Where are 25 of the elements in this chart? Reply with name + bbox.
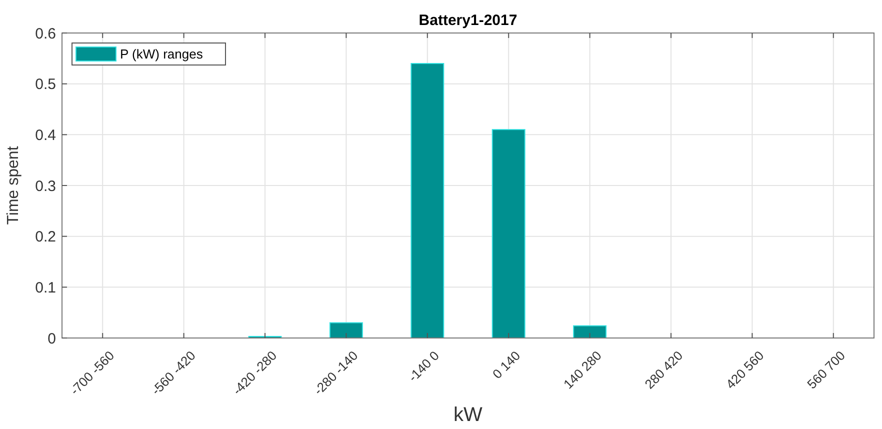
- bar: [329, 322, 363, 338]
- y-tick-label: 0.3: [35, 178, 56, 195]
- y-tick-label: 0: [48, 330, 56, 348]
- y-tick-label: 0.2: [35, 228, 56, 246]
- x-tick-label: -280 -140: [310, 348, 361, 398]
- bar: [573, 325, 607, 338]
- y-tick-label: 0.5: [35, 76, 56, 94]
- chart-title: Battery1-2017: [418, 12, 518, 29]
- x-tick-label: -700 -560: [67, 348, 118, 398]
- x-tick-label: 420 560: [722, 348, 767, 392]
- legend-label: P (kW) ranges: [120, 46, 204, 62]
- x-tick-label: -560 -420: [148, 348, 198, 398]
- x-tick-label: 0 140: [490, 348, 524, 382]
- bar: [492, 129, 526, 338]
- y-axis-title: Time spent: [5, 146, 22, 225]
- y-tick-label: 0.6: [35, 25, 56, 42]
- y-tick-label: 0.4: [35, 126, 56, 144]
- x-tick-label: 560 700: [804, 348, 848, 392]
- y-tick-label: 0.1: [35, 279, 56, 296]
- x-tick-label: 140 280: [560, 348, 604, 392]
- x-tick-label: 280 420: [642, 348, 686, 392]
- bar: [410, 63, 444, 338]
- x-tick-label: -140 0: [405, 348, 442, 385]
- x-tick-label: -420 -280: [230, 348, 280, 398]
- x-axis-title: kW: [454, 404, 483, 426]
